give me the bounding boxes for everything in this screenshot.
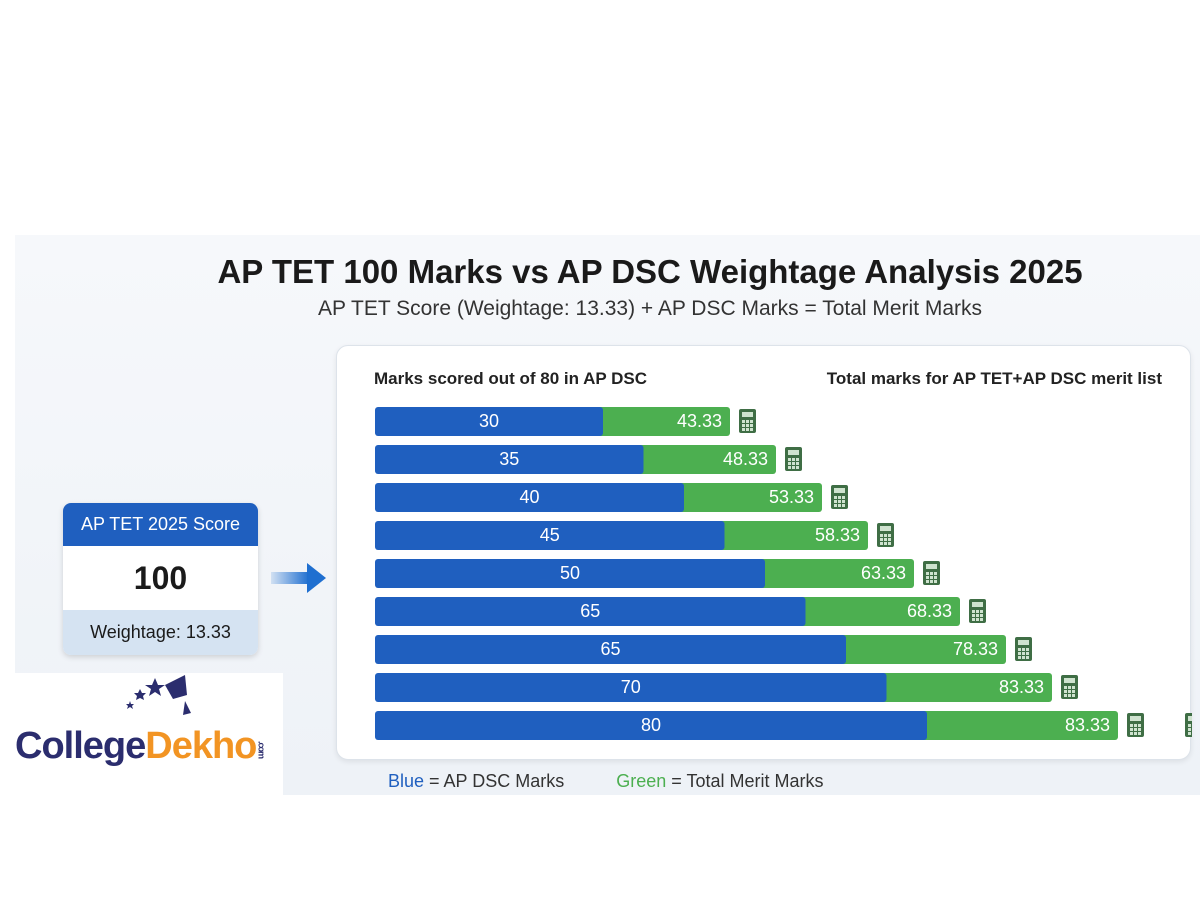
calculator-icon <box>969 599 986 623</box>
green-bar <box>597 407 730 436</box>
green-bar-label: 63.33 <box>861 563 906 583</box>
green-bar-label: 48.33 <box>723 449 768 469</box>
legend-blue-text: = AP DSC Marks <box>424 771 565 791</box>
calculator-icon <box>831 485 848 509</box>
calculator-icon <box>1061 675 1078 699</box>
blue-bar <box>375 635 846 664</box>
score-box-footer: Weightage: 13.33 <box>63 610 258 655</box>
green-bar <box>759 559 914 588</box>
bar-row: 80 83.33 <box>375 711 1118 740</box>
blue-bar <box>375 597 806 626</box>
blue-bar-label: 80 <box>641 715 661 735</box>
bar-row: 35 48.33 <box>375 445 776 474</box>
calculator-icon <box>877 523 894 547</box>
score-box-value: 100 <box>133 560 188 596</box>
blue-bar-label: 35 <box>499 449 519 469</box>
bar-row: 50 63.33 <box>375 559 914 588</box>
bar-row: 65 78.33 <box>375 635 1006 664</box>
green-bar <box>921 711 1118 740</box>
blue-bar <box>375 483 684 512</box>
calculator-icon <box>1185 713 1192 737</box>
blue-bar-label: 65 <box>600 639 620 659</box>
green-bar <box>637 445 776 474</box>
bar-row: 45 58.33 <box>375 521 868 550</box>
green-bar <box>678 483 822 512</box>
green-bar-label: 83.33 <box>1065 715 1110 735</box>
green-bar-label: 83.33 <box>999 677 1044 697</box>
subtitle: AP TET Score (Weightage: 13.33) + AP DSC… <box>317 297 983 320</box>
bar-row: 65 68.33 <box>375 597 960 626</box>
blue-bar-label: 70 <box>621 677 641 697</box>
calculator-icon <box>923 561 940 585</box>
legend-green-word: Green <box>616 771 667 791</box>
blue-bar <box>375 407 603 436</box>
logo-stars-cap-icon <box>126 675 191 715</box>
green-bar-label: 43.33 <box>677 411 722 431</box>
bar-chart: 30 43.33 35 48.33 40 53.33 45 58.33 50 63.33 65 68.… <box>375 407 1192 740</box>
green-bar-label: 53.33 <box>769 487 814 507</box>
score-box: AP TET 2025 Score 100 Weightage: 13.33 <box>63 503 258 655</box>
blue-bar <box>375 673 887 702</box>
green-bar <box>799 597 960 626</box>
calculator-icon <box>739 409 756 433</box>
blue-bar-label: 40 <box>519 487 539 507</box>
calculator-icon <box>1015 637 1032 661</box>
blue-bar <box>375 445 644 474</box>
blue-bar-label: 50 <box>560 563 580 583</box>
green-bar-label: 68.33 <box>907 601 952 621</box>
green-bar <box>880 673 1052 702</box>
collegedekho-logo: CollegeDekho.com <box>15 673 283 795</box>
arrow-right-icon <box>271 563 326 593</box>
blue-bar-label: 30 <box>479 411 499 431</box>
calculator-icon <box>1127 713 1144 737</box>
legend-blue-word: Blue <box>388 771 425 791</box>
bar-row: 30 43.33 <box>375 407 730 436</box>
blue-bar <box>375 559 765 588</box>
blue-bar <box>375 521 725 550</box>
score-box-header: AP TET 2025 Score <box>63 503 258 546</box>
legend-green-text: = Total Merit Marks <box>666 771 824 791</box>
bar-row: 70 83.33 <box>375 673 1052 702</box>
infographic: AP TET 100 Marks vs AP DSC Weightage Ana… <box>15 235 1200 795</box>
blue-bar-label: 65 <box>580 601 600 621</box>
bar-row: 40 53.33 <box>375 483 822 512</box>
chart-card: Marks scored out of 80 in AP DSC Total m… <box>336 345 1192 760</box>
green-bar-label: 78.33 <box>953 639 998 659</box>
green-bar <box>840 635 1006 664</box>
green-bar <box>718 521 868 550</box>
blue-bar-label: 45 <box>540 525 560 545</box>
page-title: AP TET 100 Marks vs AP DSC Weightage Ana… <box>217 253 1083 290</box>
blue-bar <box>375 711 927 740</box>
legend: Blue = AP DSC Marks Green = Total Merit M… <box>388 771 824 792</box>
left-header: Marks scored out of 80 in AP DSC <box>374 369 648 388</box>
calculator-icon <box>785 447 802 471</box>
green-bar-label: 58.33 <box>815 525 860 545</box>
right-header: Total marks for AP TET+AP DSC merit list <box>826 369 1162 388</box>
